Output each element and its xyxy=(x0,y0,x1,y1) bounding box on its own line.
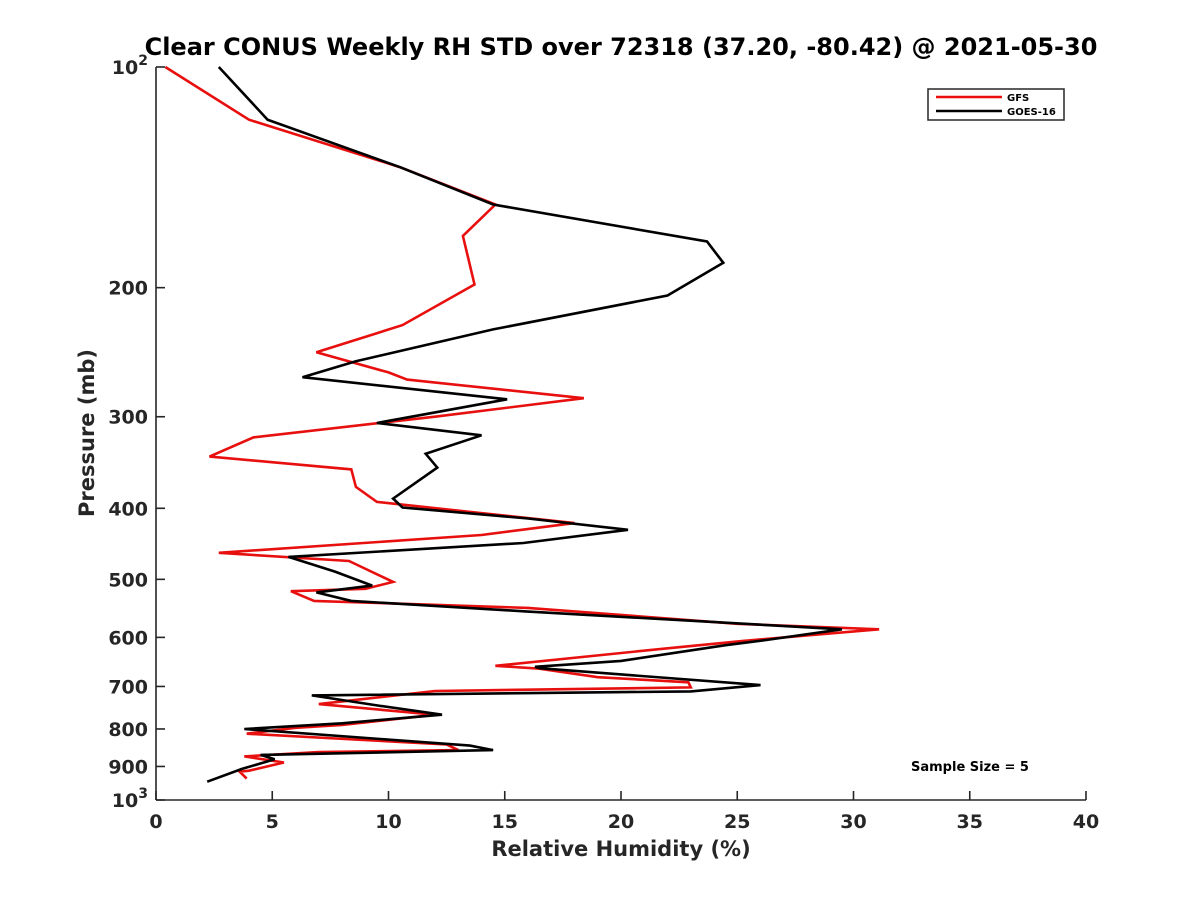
x-tick-label: 10 xyxy=(375,811,401,833)
series-line-goes-16 xyxy=(206,66,843,783)
y-tick-label: 700 xyxy=(108,676,148,698)
y-axis-label: Pressure (mb) xyxy=(75,349,99,517)
x-tick-label: 20 xyxy=(608,811,634,833)
chart-title: Clear CONUS Weekly RH STD over 72318 (37… xyxy=(145,33,1098,61)
legend-label-gfs: GFS xyxy=(1007,93,1029,104)
series-layer xyxy=(164,65,880,783)
y-tick-label: 102 xyxy=(112,53,148,79)
y-tick-label: 600 xyxy=(108,627,148,649)
y-ticks: 102 200 300 400 500 600 700 800 900 103 xyxy=(108,53,165,812)
x-tick-label: 25 xyxy=(724,811,750,833)
x-axis-label: Relative Humidity (%) xyxy=(491,837,750,861)
x-tick-label: 5 xyxy=(266,811,279,833)
y-tick-label: 800 xyxy=(108,719,148,741)
sample-size-annotation: Sample Size = 5 xyxy=(911,760,1029,775)
legend: GFS GOES-16 xyxy=(927,88,1065,121)
x-tick-label: 15 xyxy=(492,811,518,833)
x-tick-label: 40 xyxy=(1073,811,1099,833)
y-tick-label: 300 xyxy=(108,407,148,429)
x-tick-label: 35 xyxy=(957,811,983,833)
x-tick-label: 0 xyxy=(149,811,162,833)
x-tick-label: 30 xyxy=(840,811,866,833)
y-tick-label: 200 xyxy=(108,278,148,300)
legend-label-goes-16: GOES-16 xyxy=(1007,107,1056,118)
y-tick-label: 900 xyxy=(108,756,148,778)
y-tick-label: 500 xyxy=(108,569,148,591)
x-ticks: 0 5 10 15 20 25 30 35 40 xyxy=(149,791,1099,833)
legend-box xyxy=(927,88,1065,121)
y-tick-label: 400 xyxy=(108,498,148,520)
y-tick-label: 103 xyxy=(112,786,148,812)
